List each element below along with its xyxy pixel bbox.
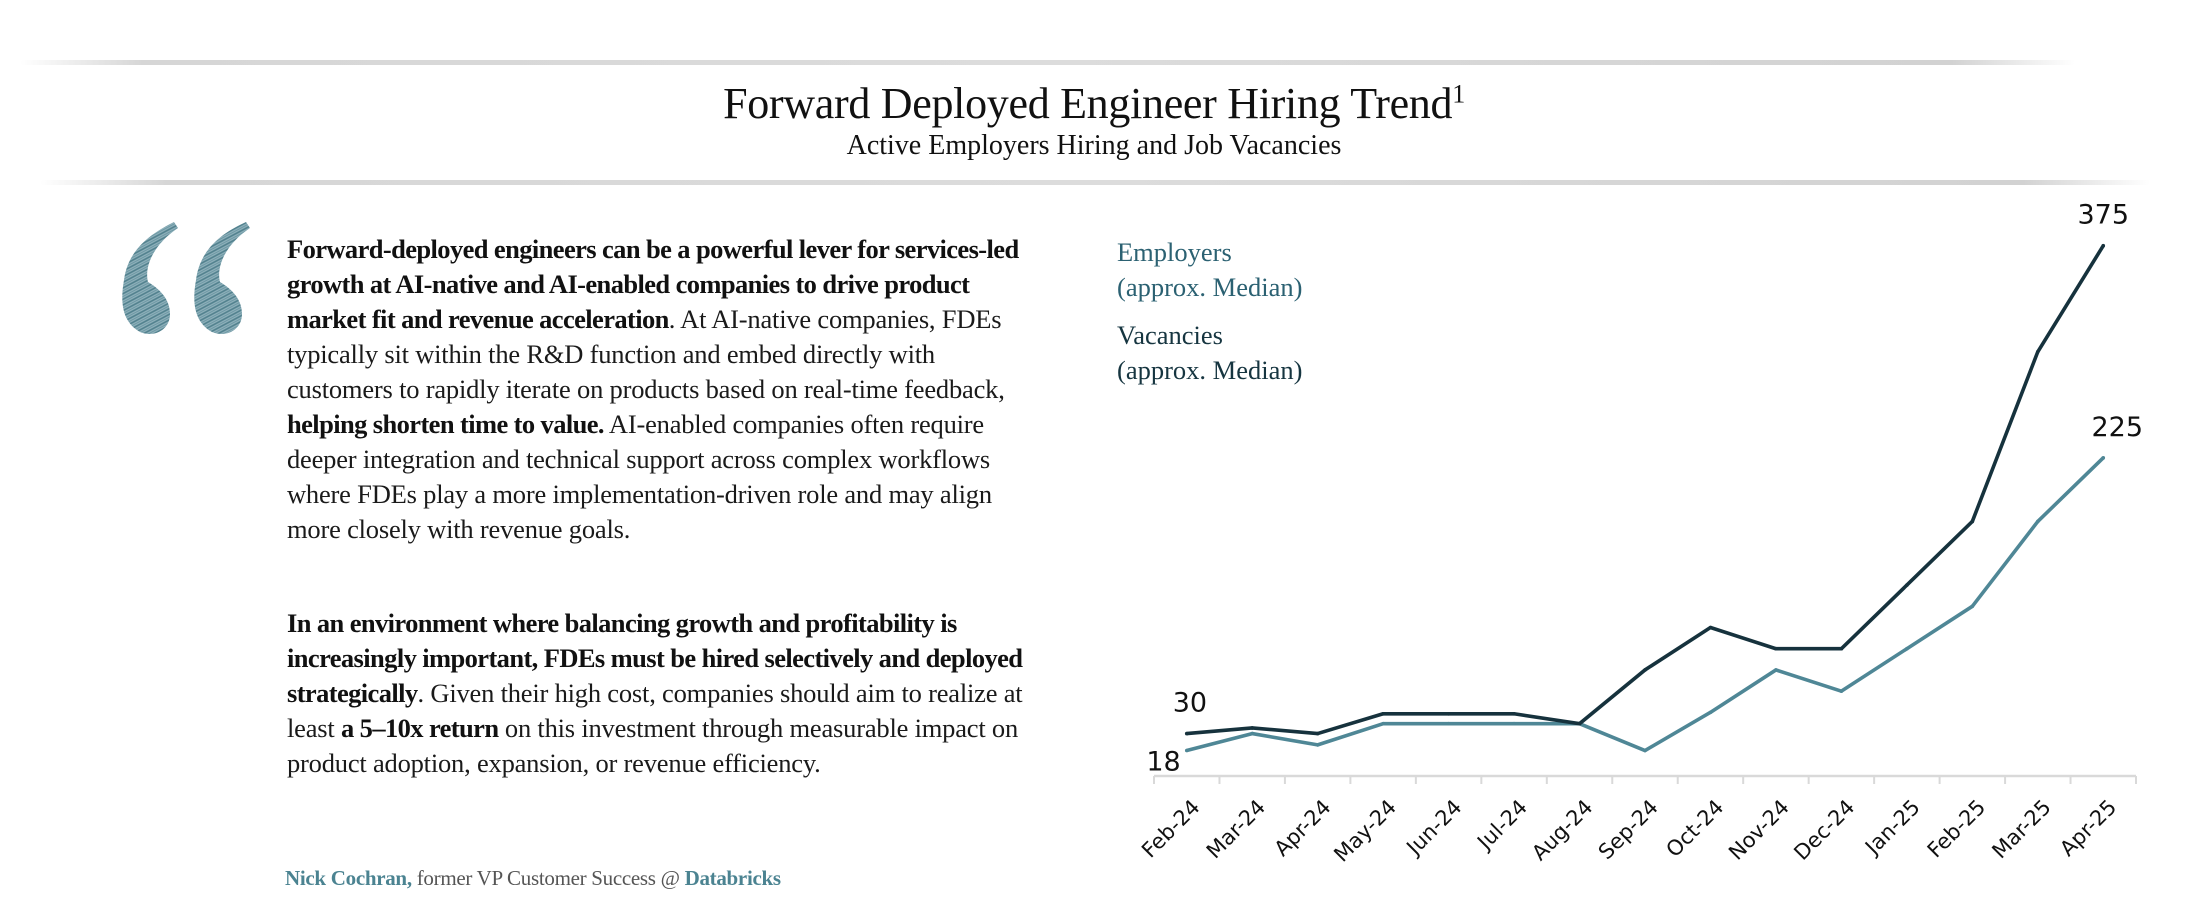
emphasis-text: Forward-deployed engineers can be a powe… <box>287 234 1019 334</box>
vacancies-point <box>1250 726 1254 730</box>
employers-data-label: 18 <box>1146 747 1180 778</box>
vacancies-point <box>1381 711 1385 716</box>
page-subtitle: Active Employers Hiring and Job Vacancie… <box>846 130 1342 161</box>
vacancies-point <box>1970 519 1975 524</box>
employers-point <box>1905 646 1909 651</box>
employers-data-label: 225 <box>2091 412 2143 443</box>
vacancies-point <box>1708 625 1713 630</box>
vacancies-point <box>2036 349 2040 354</box>
vacancies-point <box>1905 583 1909 587</box>
employers-point <box>1970 604 1975 609</box>
legend-employers-sublabel: (approx. Median) <box>1117 272 1303 302</box>
emphasis-text: helping shorten time to value. <box>287 409 605 439</box>
x-tick-label: Feb-24 <box>1137 795 1205 863</box>
x-tick-label: Oct-24 <box>1661 795 1728 862</box>
quote-left-stroke <box>122 222 178 334</box>
x-tick-label: May-24 <box>1329 795 1401 867</box>
vacancies-line <box>1186 244 2105 736</box>
vacancies-point <box>1512 711 1516 716</box>
x-tick-label: Mar-25 <box>1987 795 2055 863</box>
legend-vacancies-label: Vacancies <box>1117 320 1223 350</box>
vacancies-point <box>2101 243 2106 248</box>
x-tick-label: Apr-25 <box>2055 795 2121 861</box>
employers-point <box>1839 689 1844 693</box>
x-tick-label: Apr-24 <box>1270 795 1336 861</box>
top-divider <box>20 60 2075 65</box>
employers-point <box>2036 519 2040 524</box>
author-name: Nick Cochran, <box>285 866 412 890</box>
body-text-run: . Given their high cost, companies shoul… <box>287 678 1023 743</box>
author-company: Databricks <box>684 866 781 890</box>
x-tick-label: Aug-24 <box>1527 795 1597 865</box>
vacancies-point <box>1184 731 1189 736</box>
vacancies-point <box>1577 721 1582 726</box>
employers-point <box>1184 748 1189 753</box>
employers-point <box>1446 721 1451 726</box>
vacancies-point <box>1315 731 1320 736</box>
employers-point <box>1250 731 1254 736</box>
emphasis-text: In an environment where balancing growth… <box>287 608 1023 708</box>
employers-point <box>1315 743 1320 747</box>
emphasis-text: a 5–10x return <box>341 713 499 743</box>
x-tick-label: Jul-24 <box>1471 795 1532 856</box>
quote-paragraph-1: Forward-deployed engineers can be a powe… <box>287 232 1047 547</box>
header-divider <box>40 180 2150 185</box>
vacancies-point <box>1643 668 1647 672</box>
employers-point <box>1708 710 1713 715</box>
legend-employers-label: Employers <box>1117 237 1232 267</box>
x-tick-label: Nov-24 <box>1724 795 1794 865</box>
quote-attribution: Nick Cochran, former VP Customer Success… <box>285 866 781 891</box>
x-tick-label: Jan-25 <box>1859 795 1925 861</box>
employers-point <box>1381 721 1385 726</box>
legend-vacancies-sublabel: (approx. Median) <box>1117 355 1303 385</box>
body-text-run: on this investment through measurable im… <box>287 713 1019 778</box>
employers-point <box>1643 748 1647 753</box>
title-footnote: 1 <box>1452 79 1465 109</box>
page-title: Forward Deployed Engineer Hiring Trend1 <box>0 78 2188 129</box>
quote-paragraph-2: In an environment where balancing growth… <box>287 606 1047 781</box>
employers-point <box>1512 721 1516 726</box>
author-role: former VP Customer Success @ <box>411 866 685 890</box>
vacancies-data-label: 30 <box>1173 688 1207 719</box>
legend-employers: Employers (approx. Median) <box>1117 235 1302 305</box>
x-tick-label: Feb-25 <box>1923 795 1991 863</box>
vacancies-point <box>1446 711 1451 716</box>
title-text: Forward Deployed Engineer Hiring Trend <box>723 79 1453 128</box>
body-text-run: . At AI-native companies, FDEs typically… <box>287 304 1005 404</box>
quote-right-stroke <box>194 222 250 334</box>
x-tick-label: Sep-24 <box>1594 795 1663 864</box>
x-tick-label: Mar-24 <box>1202 795 1270 863</box>
x-tick-label: Dec-24 <box>1789 795 1859 865</box>
vacancies-data-label: 375 <box>2077 200 2129 231</box>
employers-line <box>1186 456 2105 753</box>
legend-vacancies: Vacancies (approx. Median) <box>1117 318 1302 388</box>
quote-mark-icon <box>122 222 250 334</box>
employers-point <box>2101 456 2106 460</box>
body-text-run: AI-enabled companies often require deepe… <box>287 409 992 544</box>
vacancies-point <box>1839 646 1844 651</box>
employers-point <box>1774 668 1778 672</box>
vacancies-point <box>1774 646 1778 651</box>
x-tick-label: Jun-24 <box>1401 795 1467 861</box>
